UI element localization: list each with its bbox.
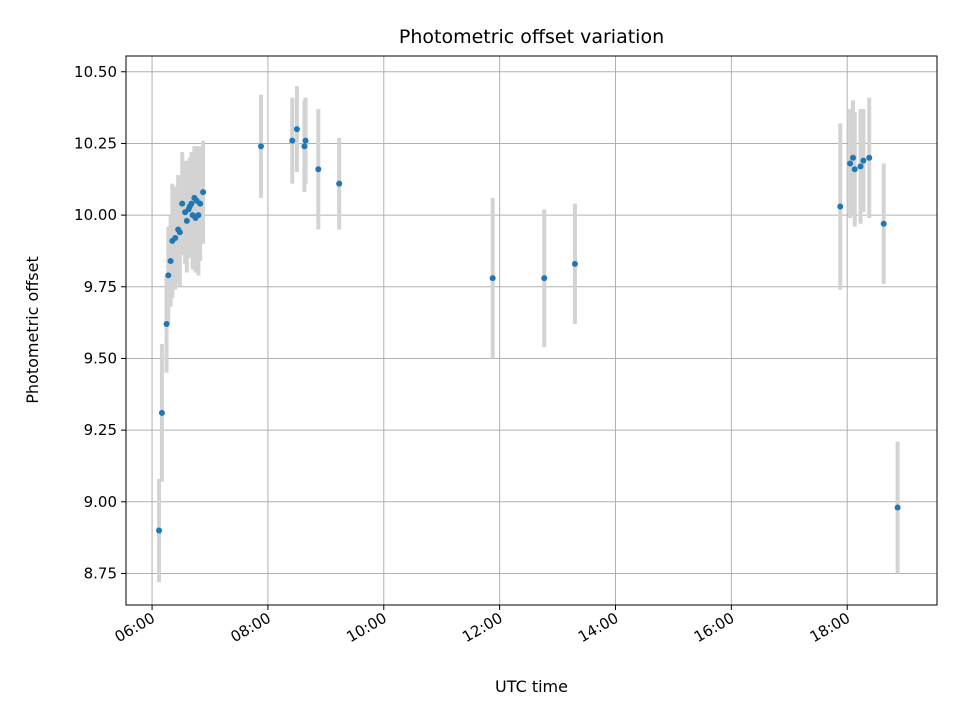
x-tick-label: 16:00 [691, 609, 737, 646]
x-tick-label: 08:00 [227, 609, 273, 646]
y-tick-label: 9.50 [84, 349, 117, 367]
data-point [880, 220, 887, 227]
data-point [195, 212, 202, 219]
x-tick-label: 18:00 [807, 609, 853, 646]
y-tick-label: 9.75 [84, 278, 117, 296]
y-axis-title: Photometric offset [23, 256, 42, 404]
data-point [163, 321, 170, 328]
y-tick-label: 10.00 [74, 206, 117, 224]
data-point [866, 154, 873, 161]
data-point [894, 504, 901, 511]
data-point [302, 137, 309, 144]
data-point [857, 163, 864, 170]
data-point [315, 166, 322, 173]
x-axis-ticks: 06:00 08:00 10:00 12:00 14:00 16:00 18:00 [112, 605, 853, 646]
data-point [850, 154, 857, 161]
x-tick-label: 12:00 [459, 609, 505, 646]
x-tick-label: 06:00 [112, 609, 158, 646]
data-point [158, 409, 165, 416]
data-point [293, 126, 300, 133]
data-point [489, 275, 496, 282]
data-point [860, 157, 867, 164]
y-tick-label: 9.25 [84, 421, 117, 439]
y-tick-label: 10.25 [74, 134, 117, 152]
data-point [851, 166, 858, 173]
grid [126, 56, 937, 605]
data-point [200, 189, 207, 196]
x-tick-label: 10:00 [343, 609, 389, 646]
x-axis-title: UTC time [495, 677, 568, 696]
data-points [156, 126, 901, 534]
data-point [571, 260, 578, 267]
data-point [167, 257, 174, 264]
data-point [847, 160, 854, 167]
data-point [188, 200, 195, 207]
data-point [197, 200, 204, 207]
data-point [837, 203, 844, 210]
data-point [179, 200, 186, 207]
plot-frame [125, 55, 938, 606]
data-point [257, 143, 264, 150]
data-point [172, 235, 179, 242]
data-point [176, 229, 183, 236]
x-tick-label: 14:00 [575, 609, 621, 646]
data-point [165, 272, 172, 279]
y-tick-label: 9.00 [84, 493, 117, 511]
data-point [156, 527, 163, 534]
data-point [541, 275, 548, 282]
y-tick-label: 10.50 [74, 63, 117, 81]
y-axis-ticks: 8.75 9.00 9.25 9.50 9.75 10.00 10.25 10.50 [74, 63, 126, 582]
data-point [301, 143, 308, 150]
y-tick-label: 8.75 [84, 564, 117, 582]
chart-title: Photometric offset variation [399, 26, 664, 48]
data-point [336, 180, 343, 187]
error-bars [157, 86, 900, 583]
data-point [183, 217, 190, 224]
data-point [289, 137, 296, 144]
